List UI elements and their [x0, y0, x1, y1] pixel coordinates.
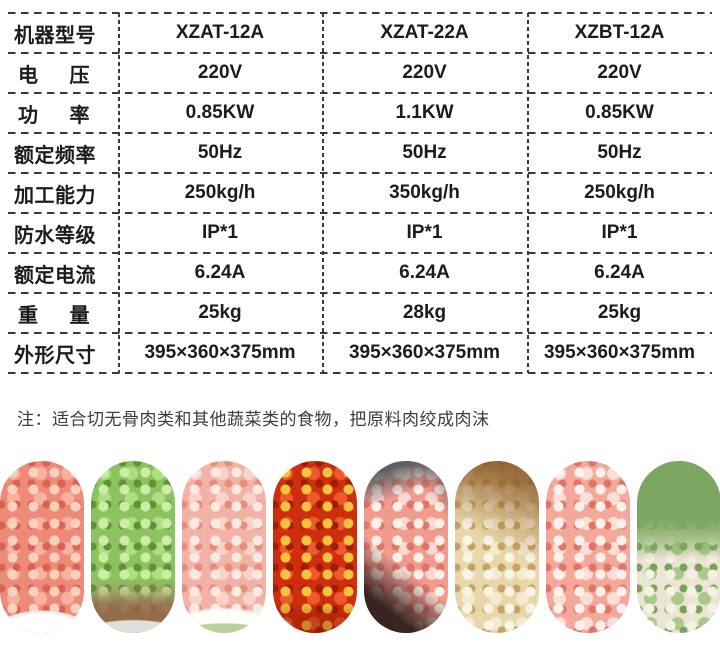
row-label: 外形尺寸: [14, 344, 96, 367]
spec-value: 395×360×375mm: [348, 342, 501, 363]
row-label: 电压: [18, 64, 90, 87]
usage-note: 注：适合切无骨肉类和其他蔬菜类的食物，把原料肉绞成肉沫: [17, 405, 720, 430]
food-sample-minced-red-meat: [0, 461, 84, 633]
table-row-waterproof: 防水等级 IP*1 IP*1 IP*1: [8, 212, 712, 253]
spec-value: 250kg/h: [584, 182, 655, 203]
note-prefix: 注：: [17, 410, 52, 429]
table-row-voltage: 电压 220V 220V 220V: [8, 52, 712, 93]
note-text: 适合切无骨肉类和其他蔬菜类的食物，把原料肉绞成肉沫: [52, 410, 490, 429]
spec-value: IP*1: [406, 222, 443, 243]
column-divider: [322, 13, 324, 373]
spec-value: 395×360×375mm: [543, 342, 696, 363]
table-row-weight: 重量 25kg 28kg 25kg: [8, 292, 712, 333]
row-label: 重量: [18, 304, 90, 327]
spec-value: 1.1KW: [395, 102, 454, 123]
spec-value: 50Hz: [402, 142, 447, 163]
food-sample-chopped-garlic: [455, 461, 539, 633]
food-sample-minced-shrimp: [182, 461, 266, 633]
food-sample-minced-pork: [364, 461, 448, 633]
row-label: 额定频率: [14, 144, 96, 167]
spec-value: 220V: [597, 62, 642, 83]
spec-value: XZAT-22A: [380, 22, 469, 43]
row-label: 功率: [18, 104, 90, 127]
spec-value: 25kg: [198, 302, 242, 323]
spec-value: 50Hz: [197, 142, 243, 163]
table-row-capacity: 加工能力 250kg/h 350kg/h 250kg/h: [8, 172, 712, 213]
column-divider: [527, 13, 529, 373]
table-row-dimensions: 外形尺寸 395×360×375mm 395×360×375mm 395×360…: [8, 332, 712, 373]
spec-value: XZBT-12A: [574, 22, 665, 43]
row-label: 加工能力: [14, 184, 96, 207]
row-label: 额定电流: [14, 264, 96, 287]
spec-value: 0.85KW: [585, 102, 654, 123]
table-row-frequency: 额定频率 50Hz 50Hz 50Hz: [8, 132, 712, 173]
spec-value: 6.24A: [594, 262, 645, 283]
food-sample-minced-pork-belly: [546, 461, 630, 633]
food-sample-strip: [0, 461, 720, 633]
row-label: 机器型号: [14, 24, 96, 47]
food-sample-chopped-scallion-onion: [637, 461, 720, 633]
spec-value: 6.24A: [194, 262, 246, 283]
spec-value: 220V: [402, 62, 447, 83]
row-label: 防水等级: [14, 224, 96, 247]
food-sample-chopped-chili: [273, 461, 357, 633]
table-row-current: 额定电流 6.24A 6.24A 6.24A: [8, 252, 712, 293]
spec-value: 350kg/h: [389, 182, 460, 203]
spec-value: 395×360×375mm: [144, 342, 296, 363]
column-divider: [118, 13, 120, 373]
spec-value: 0.85KW: [185, 102, 255, 123]
spec-value: 6.24A: [399, 262, 450, 283]
food-sample-chopped-celery: [91, 461, 175, 633]
spec-value: 28kg: [402, 302, 447, 323]
spec-value: 220V: [197, 62, 243, 83]
spec-table: 机器型号 XZAT-12A XZAT-22A XZBT-12A 电压 220V …: [8, 12, 712, 374]
spec-value: IP*1: [202, 222, 238, 243]
spec-value: 50Hz: [597, 142, 642, 163]
spec-value: 25kg: [597, 302, 642, 323]
spec-value: 250kg/h: [184, 182, 256, 203]
spec-value: IP*1: [601, 222, 638, 243]
table-row-model: 机器型号 XZAT-12A XZAT-22A XZBT-12A: [8, 12, 712, 53]
table-row-power: 功率 0.85KW 1.1KW 0.85KW: [8, 92, 712, 133]
spec-value: XZAT-12A: [175, 22, 265, 43]
